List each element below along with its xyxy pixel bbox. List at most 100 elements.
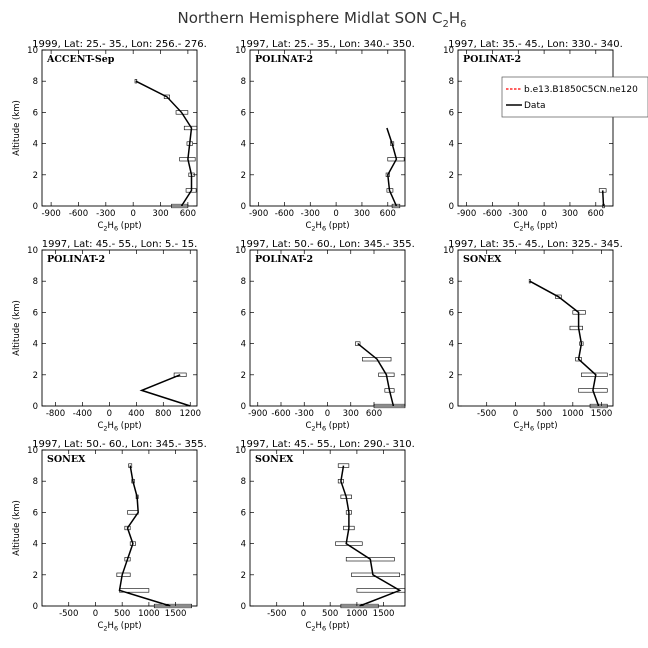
panel-6: 1997, Lat: 35.- 45., Lon: 325.- 345. -500…: [443, 239, 623, 433]
plot-frame: [41, 449, 198, 607]
x-tick-label: 0: [325, 409, 330, 419]
y-tick-label: 6: [241, 308, 246, 318]
x-tick-label: -500: [59, 609, 78, 619]
y-tick-label: 4: [241, 140, 246, 150]
panel-region: 1997, Lat: 25.- 35., Lon: 340.- 350.: [240, 39, 415, 50]
campaign-label: POLINAT-2: [463, 54, 521, 65]
y-tick-label: 0: [449, 202, 454, 212]
x-tick-label: -400: [73, 409, 92, 419]
y-tick-label: 0: [241, 402, 246, 412]
range-box: [569, 325, 583, 331]
range-box: [163, 94, 170, 99]
y-tick-label: 10: [27, 246, 38, 256]
plot-frame: [457, 249, 614, 407]
x-axis-label: C2H6 (ppt): [97, 221, 141, 233]
plot-frame: [457, 49, 614, 207]
x-tick-label: 0: [130, 209, 135, 219]
data-profile-line: [139, 374, 191, 407]
panel-8: 1997, Lat: 45.- 55., Lon: 290.- 310. -500…: [235, 439, 415, 633]
plot-frame: [249, 249, 406, 407]
y-tick-label: 6: [33, 508, 38, 518]
x-tick-label: 300: [152, 209, 168, 219]
panel-3: 1997, Lat: 35.- 45., Lon: 330.- 340. -900…: [443, 39, 648, 233]
x-tick-label: 0: [541, 209, 546, 219]
legend-model-label: b.e13.B1850C5CN.ne120: [524, 85, 638, 95]
x-tick-label: -500: [267, 609, 286, 619]
x-tick-label: 0: [301, 609, 306, 619]
panel-1: 1999, Lat: 25.- 35., Lon: 256.- 276. -900…: [12, 39, 207, 233]
y-tick-label: 0: [33, 202, 38, 212]
x-tick-label: 600: [180, 209, 196, 219]
data-profile-line: [601, 190, 605, 207]
x-tick-label: 1500: [591, 409, 613, 419]
y-tick-label: 0: [33, 402, 38, 412]
y-tick-label: 10: [235, 46, 246, 56]
x-tick-label: 0: [513, 409, 518, 419]
x-tick-label: -600: [271, 409, 290, 419]
x-axis-label: C2H6 (ppt): [97, 421, 141, 433]
x-tick-label: -300: [509, 209, 528, 219]
range-box: [356, 588, 406, 593]
y-tick-label: 8: [33, 477, 38, 487]
campaign-label: POLINAT-2: [255, 54, 313, 65]
x-tick-label: 1000: [138, 609, 160, 619]
x-tick-label: 600: [380, 209, 396, 219]
y-tick-label: 0: [449, 402, 454, 412]
y-tick-label: 6: [449, 108, 454, 118]
y-tick-label: 8: [449, 277, 454, 287]
range-box: [173, 372, 187, 377]
data-profile-line: [340, 465, 402, 607]
x-tick-label: 1200: [179, 409, 201, 419]
x-tick-label: 300: [343, 409, 359, 419]
y-tick-label: 4: [449, 140, 454, 150]
x-tick-label: 0: [93, 609, 98, 619]
plot-frame: [41, 249, 198, 407]
panel-region: 1997, Lat: 35.- 45., Lon: 330.- 340.: [448, 39, 623, 50]
y-tick-label: 8: [33, 277, 38, 287]
data-profile-line: [386, 127, 398, 207]
plot-frame: [41, 49, 198, 207]
y-tick-label: 8: [33, 77, 38, 87]
legend-box: [501, 76, 648, 118]
x-tick-label: 600: [588, 209, 604, 219]
y-tick-label: 8: [241, 477, 246, 487]
x-tick-label: -600: [483, 209, 502, 219]
panel-region: 1997, Lat: 50.- 60., Lon: 345.- 355.: [32, 439, 207, 450]
y-tick-label: 6: [241, 108, 246, 118]
y-tick-label: 10: [443, 46, 454, 56]
x-tick-label: 1000: [346, 609, 368, 619]
y-tick-label: 2: [33, 371, 38, 381]
figure-title: Northern Hemisphere Midlat SON C2H6: [177, 9, 466, 30]
x-tick-label: 1000: [562, 409, 584, 419]
range-box: [555, 294, 562, 299]
x-axis-label: C2H6 (ppt): [513, 421, 557, 433]
x-tick-label: -600: [275, 209, 294, 219]
y-tick-label: 6: [449, 308, 454, 318]
x-tick-label: 500: [536, 409, 552, 419]
y-tick-label: 2: [33, 571, 38, 581]
x-tick-label: 800: [155, 409, 171, 419]
panels: 1999, Lat: 25.- 35., Lon: 256.- 276. -900…: [12, 39, 648, 633]
y-tick-label: 4: [241, 540, 246, 550]
campaign-label: POLINAT-2: [255, 254, 313, 265]
range-box: [171, 203, 189, 209]
legend-data-label: Data: [524, 101, 546, 111]
x-tick-label: -900: [457, 209, 476, 219]
x-tick-label: 500: [322, 609, 338, 619]
x-tick-label: 1500: [373, 609, 395, 619]
y-axis-label: Altitude (km): [12, 300, 22, 356]
range-box: [362, 357, 392, 362]
x-tick-label: -900: [248, 409, 267, 419]
y-tick-label: 10: [27, 446, 38, 456]
y-tick-label: 4: [33, 340, 38, 350]
y-axis-label: Altitude (km): [12, 500, 22, 556]
panel-4: 1997, Lat: 45.- 55., Lon: 5.- 15. -800 -40…: [12, 239, 201, 433]
data-profile-line: [357, 343, 395, 407]
panel-region: 1997, Lat: 35.- 45., Lon: 325.- 345.: [448, 239, 623, 250]
campaign-label: ACCENT-Sep: [46, 54, 115, 65]
y-tick-label: 0: [241, 202, 246, 212]
data-profile-line: [135, 80, 193, 207]
campaign-label: SONEX: [47, 454, 86, 465]
x-axis-label: C2H6 (ppt): [305, 621, 349, 633]
